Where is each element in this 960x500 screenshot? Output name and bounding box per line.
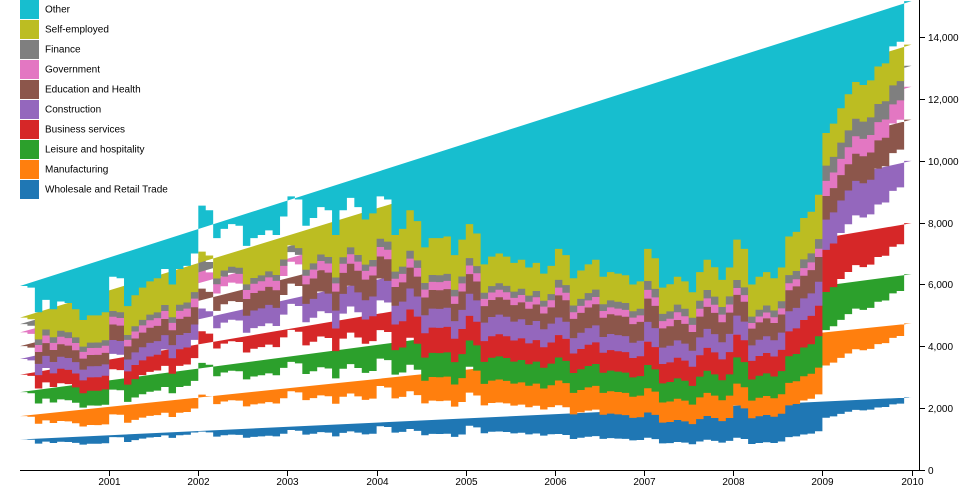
x-tick-label: 2008: [722, 477, 745, 488]
x-tick-label: 2002: [187, 477, 210, 488]
legend-item-education-and-health: Education and Health: [20, 80, 141, 99]
legend-swatch: [20, 80, 39, 99]
x-tick-label: 2006: [544, 477, 567, 488]
y-tick-label: 6,000: [928, 280, 953, 291]
legend-swatch: [20, 180, 39, 199]
legend-item-manufacturing: Manufacturing: [20, 160, 108, 179]
legend-swatch: [20, 160, 39, 179]
legend-label: Self-employed: [45, 25, 109, 36]
legend-label: Construction: [45, 105, 101, 116]
legend-label: Wholesale and Retail Trade: [45, 185, 168, 196]
legend-label: Other: [45, 5, 71, 16]
legend-item-self-employed: Self-employed: [20, 20, 109, 39]
legend-label: Government: [45, 65, 100, 76]
legend-item-government: Government: [20, 60, 100, 79]
legend-swatch: [20, 20, 39, 39]
legend-item-business-services: Business services: [20, 120, 125, 139]
legend-swatch: [20, 120, 39, 139]
x-tick-label: 2010: [901, 477, 924, 488]
y-tick-label: 0: [928, 466, 934, 477]
legend-item-leisure-and-hospitality: Leisure and hospitality: [20, 140, 145, 159]
x-tick-label: 2009: [811, 477, 834, 488]
x-tick-label: 2004: [366, 477, 389, 488]
y-tick-label: 14,000: [928, 33, 959, 44]
y-tick-label: 10,000: [928, 157, 959, 168]
x-tick-label: 2003: [276, 477, 299, 488]
legend-item-other: Other: [20, 0, 71, 19]
legend-swatch: [20, 40, 39, 59]
y-tick-label: 4,000: [928, 342, 953, 353]
legend-item-finance: Finance: [20, 40, 81, 59]
y-axis: 0 2,000 4,000 6,000 8,000 10,000 12,000 14,000: [919, 0, 959, 477]
area-other: [20, 1, 912, 321]
legend-item-construction: Construction: [20, 100, 101, 119]
legend-label: Leisure and hospitality: [45, 145, 145, 156]
legend-label: Business services: [45, 125, 125, 136]
series-areas: [20, 1, 912, 445]
x-axis: 2001 2002 2003 2004 2005 2006 2007 2008 2009 2010: [20, 470, 924, 488]
legend-item-wholesale-and-retail-trade: Wholesale and Retail Trade: [20, 180, 168, 199]
legend-label: Manufacturing: [45, 165, 108, 176]
y-tick-label: 8,000: [928, 219, 953, 230]
legend-swatch: [20, 0, 39, 19]
y-tick-label: 2,000: [928, 404, 953, 415]
legend-label: Finance: [45, 45, 81, 56]
y-tick-label: 12,000: [928, 95, 959, 106]
legend: Other Self-employed Finance Government Educa…: [20, 0, 168, 199]
x-tick-label: 2007: [633, 477, 656, 488]
legend-swatch: [20, 140, 39, 159]
legend-swatch: [20, 60, 39, 79]
legend-label: Education and Health: [45, 85, 141, 96]
legend-swatch: [20, 100, 39, 119]
x-tick-label: 2001: [98, 477, 121, 488]
x-tick-label: 2005: [455, 477, 478, 488]
